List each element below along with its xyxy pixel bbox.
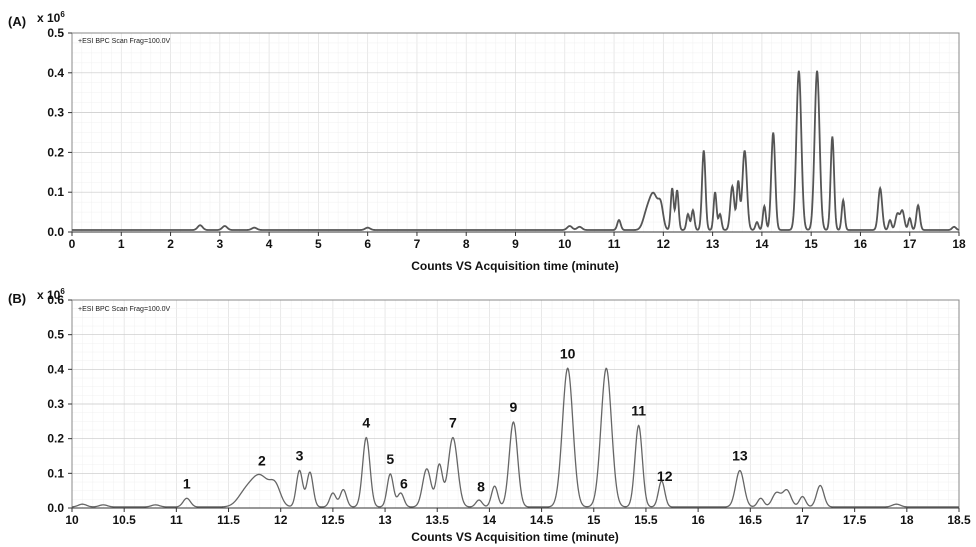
panel-a-grid bbox=[71, 32, 960, 233]
a-x-tick-label: 12 bbox=[657, 237, 671, 251]
a-y-tick-label: 0.4 bbox=[47, 66, 64, 80]
a-y-tick-label: 0.5 bbox=[47, 26, 64, 40]
peak-label-2: 2 bbox=[258, 452, 266, 468]
panel-a-scale-base: x 10 bbox=[37, 11, 61, 25]
a-x-tick-label: 14 bbox=[755, 237, 769, 251]
a-x-tick-label: 15 bbox=[804, 237, 818, 251]
b-x-tick-label: 18 bbox=[900, 513, 914, 527]
b-y-tick-label: 0.1 bbox=[47, 466, 64, 480]
peak-label-12: 12 bbox=[657, 468, 673, 484]
b-y-tick-label: 0.5 bbox=[47, 328, 64, 342]
panel-b-scale-label: x 106 bbox=[37, 287, 65, 302]
panel-a-legend: +ESI BPC Scan Frag=100.0V bbox=[78, 38, 171, 45]
panel-b-label: (B) bbox=[8, 291, 26, 306]
b-x-tick-label: 12.5 bbox=[321, 513, 345, 527]
panel-a-y-axis: 0.0 0.1 0.2 0.3 0.4 0.5 bbox=[47, 26, 72, 239]
a-x-tick-label: 0 bbox=[69, 237, 76, 251]
peak-label-6: 6 bbox=[400, 476, 408, 492]
peak-label-5: 5 bbox=[386, 451, 394, 467]
a-x-tick-label: 4 bbox=[266, 237, 273, 251]
a-x-tick-label: 10 bbox=[558, 237, 572, 251]
a-x-tick-label: 7 bbox=[414, 237, 421, 251]
b-x-tick-label: 16.5 bbox=[739, 513, 763, 527]
a-x-tick-label: 5 bbox=[315, 237, 322, 251]
panel-a-series-line bbox=[72, 70, 960, 231]
a-y-tick-label: 0.1 bbox=[47, 185, 64, 199]
panel-a-scale-exponent: 6 bbox=[60, 10, 65, 19]
a-x-tick-label: 8 bbox=[463, 237, 470, 251]
b-x-tick-label: 14 bbox=[483, 513, 497, 527]
b-x-tick-label: 11.5 bbox=[217, 513, 240, 527]
peak-label-11: 11 bbox=[631, 402, 646, 418]
peak-label-7: 7 bbox=[449, 415, 457, 431]
b-x-tick-label: 15 bbox=[587, 513, 601, 527]
b-y-tick-label: 0.6 bbox=[47, 293, 64, 307]
b-y-tick-label: 0.4 bbox=[47, 362, 64, 376]
a-x-tick-label: 1 bbox=[118, 237, 125, 251]
a-x-tick-label: 13 bbox=[706, 237, 720, 251]
a-x-tick-label: 11 bbox=[608, 237, 621, 251]
panel-b-series-line bbox=[71, 367, 959, 508]
peak-label-13: 13 bbox=[732, 448, 748, 464]
b-x-tick-label: 13.5 bbox=[426, 513, 450, 527]
panel-b-x-axis: 10 10.5 11 11.5 12 12.5 13 13.5 14 14.5 15 15.5 16 16… bbox=[65, 507, 971, 527]
a-x-tick-label: 6 bbox=[364, 237, 371, 251]
a-x-tick-label: 18 bbox=[952, 237, 966, 251]
panel-b-scale-exponent: 6 bbox=[60, 287, 65, 296]
panel-a-x-axis-title: Counts VS Acquisition time (minute) bbox=[411, 259, 619, 273]
peak-label-8: 8 bbox=[477, 478, 485, 494]
b-x-tick-label: 16 bbox=[691, 513, 705, 527]
panel-a-label: (A) bbox=[8, 14, 26, 29]
panel-a-x-axis: 0 1 2 3 4 5 6 7 8 9 10 11 12 13 14 15 16 17 18 bbox=[69, 231, 966, 251]
panel-b-scale-base: x 10 bbox=[37, 288, 61, 302]
peak-label-10: 10 bbox=[560, 345, 576, 361]
peak-label-9: 9 bbox=[510, 399, 518, 415]
b-x-tick-label: 11 bbox=[170, 513, 183, 527]
a-y-tick-label: 0.0 bbox=[47, 225, 64, 239]
b-y-tick-label: 0.2 bbox=[47, 432, 64, 446]
peak-label-1: 1 bbox=[183, 475, 191, 491]
a-x-tick-label: 3 bbox=[216, 237, 223, 251]
panel-b-y-axis: 0.0 0.1 0.2 0.3 0.4 0.5 0.6 bbox=[47, 293, 72, 515]
b-y-tick-label: 0.3 bbox=[47, 397, 64, 411]
b-x-tick-label: 15.5 bbox=[634, 513, 658, 527]
b-x-tick-label: 17.5 bbox=[843, 513, 867, 527]
b-x-tick-label: 13 bbox=[378, 513, 392, 527]
a-x-tick-label: 16 bbox=[854, 237, 868, 251]
b-x-tick-label: 10.5 bbox=[112, 513, 136, 527]
b-x-tick-label: 12 bbox=[274, 513, 288, 527]
b-y-tick-label: 0.0 bbox=[47, 501, 64, 515]
panel-a-chart: (A) x 106 +ESI BPC Scan Frag=100.0V 0.00… bbox=[8, 10, 966, 273]
b-x-tick-label: 18.5 bbox=[947, 513, 971, 527]
peak-label-3: 3 bbox=[296, 447, 304, 463]
a-x-tick-label: 17 bbox=[903, 237, 917, 251]
b-x-tick-label: 14.5 bbox=[530, 513, 554, 527]
panel-a-scale-label: x 106 bbox=[37, 10, 65, 25]
a-y-tick-label: 0.2 bbox=[47, 145, 64, 159]
panel-b-legend: +ESI BPC Scan Frag=100.0V bbox=[78, 306, 171, 313]
b-x-tick-label: 10 bbox=[65, 513, 79, 527]
peak-label-4: 4 bbox=[362, 415, 370, 431]
a-y-tick-label: 0.3 bbox=[47, 106, 64, 120]
b-x-tick-label: 17 bbox=[796, 513, 810, 527]
panel-b-x-axis-title: Counts VS Acquisition time (minute) bbox=[411, 530, 619, 544]
panel-b-chart: (B) x 106 +ESI BPC Scan Frag=100.0V 0.00… bbox=[8, 287, 971, 544]
a-x-tick-label: 2 bbox=[167, 237, 174, 251]
a-x-tick-label: 9 bbox=[512, 237, 519, 251]
